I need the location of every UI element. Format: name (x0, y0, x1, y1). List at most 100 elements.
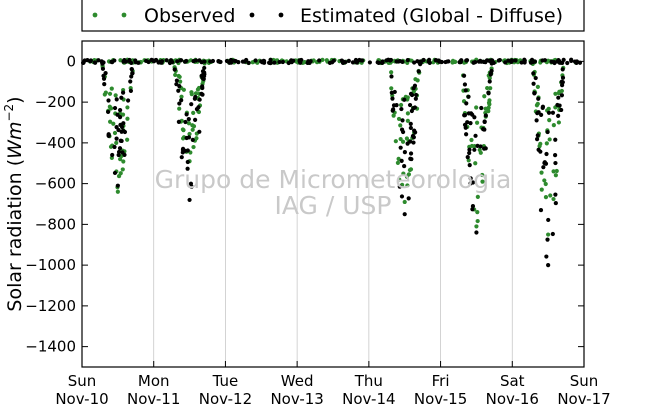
x-tick-label-date: Nov-11 (127, 390, 180, 408)
data-point-estimated (470, 207, 475, 212)
data-point-observed (190, 123, 195, 128)
data-point-estimated (115, 183, 120, 188)
data-point-estimated (179, 98, 184, 103)
data-point-estimated (486, 91, 491, 96)
data-point-observed (453, 59, 458, 64)
data-point-estimated (280, 59, 285, 65)
data-point-estimated (479, 105, 484, 111)
data-point-estimated (376, 60, 381, 66)
data-point-estimated (531, 81, 536, 86)
data-point-observed (389, 86, 394, 91)
data-point-estimated (412, 60, 417, 65)
data-point-observed (548, 193, 553, 198)
data-point-estimated (540, 104, 546, 109)
x-tick-label-day: Tue (212, 372, 239, 390)
legend-observed-marker (121, 12, 127, 18)
data-point-estimated (164, 58, 169, 63)
data-point-estimated (533, 75, 538, 81)
data-point-observed (411, 89, 416, 94)
data-point-estimated (367, 60, 372, 65)
data-point-estimated (128, 88, 134, 93)
data-point-estimated (197, 97, 202, 102)
data-point-observed (543, 195, 549, 200)
data-point-observed (400, 139, 406, 144)
data-point-estimated (559, 79, 564, 84)
data-point-estimated (176, 119, 181, 124)
data-point-observed (485, 85, 490, 91)
data-point-estimated (93, 60, 98, 65)
data-point-estimated (388, 57, 394, 63)
data-point-estimated (561, 57, 566, 63)
data-point-estimated (187, 197, 192, 203)
x-tick-label-day: Thu (354, 372, 383, 390)
data-point-estimated (474, 230, 479, 235)
watermark-line-1: Grupo de Micrometeorologia (155, 165, 512, 194)
data-point-estimated (556, 95, 561, 100)
data-point-observed (407, 167, 413, 173)
data-point-estimated (144, 58, 149, 63)
data-point-estimated (464, 101, 469, 106)
data-point-estimated (176, 88, 181, 93)
data-point-observed (395, 160, 401, 165)
data-point-estimated (534, 137, 540, 142)
data-point-estimated (411, 86, 416, 91)
x-tick-label-date: Nov-10 (55, 390, 108, 408)
data-point-observed (108, 119, 113, 124)
data-point-estimated (118, 107, 123, 113)
data-point-observed (178, 79, 183, 84)
data-point-estimated (179, 58, 184, 63)
data-point-estimated (110, 60, 115, 65)
data-point-estimated (482, 127, 487, 132)
data-point-estimated (535, 133, 540, 138)
data-point-estimated (559, 93, 565, 98)
data-point-estimated (408, 139, 413, 144)
data-point-estimated (399, 106, 404, 112)
data-point-estimated (555, 102, 560, 108)
data-point-estimated (546, 263, 551, 268)
data-point-estimated (546, 110, 552, 115)
data-point-observed (406, 172, 412, 177)
data-point-observed (405, 111, 410, 116)
data-point-estimated (550, 110, 556, 115)
data-point-estimated (488, 72, 493, 77)
data-point-estimated (189, 184, 194, 189)
data-point-estimated (408, 125, 413, 131)
data-point-observed (475, 194, 480, 199)
data-point-observed (535, 84, 540, 89)
data-point-estimated (482, 119, 487, 125)
data-point-estimated (100, 66, 106, 71)
data-point-estimated (479, 59, 484, 64)
data-point-estimated (560, 83, 565, 88)
data-point-estimated (116, 152, 121, 158)
data-point-observed (482, 94, 487, 99)
data-point-estimated (121, 121, 126, 126)
data-point-observed (539, 170, 544, 175)
data-point-estimated (242, 59, 247, 64)
data-point-estimated (116, 127, 121, 133)
data-point-estimated (350, 60, 356, 65)
data-point-estimated (464, 132, 469, 137)
data-point-estimated (228, 57, 234, 63)
data-point-observed (542, 178, 547, 183)
data-point-estimated (389, 74, 394, 79)
data-point-estimated (483, 60, 488, 65)
data-point-observed (193, 91, 199, 96)
data-point-estimated (119, 95, 124, 100)
data-point-observed (554, 168, 559, 174)
x-tick-label-date: Nov-17 (557, 390, 610, 408)
data-point-estimated (114, 136, 119, 141)
data-point-estimated (96, 58, 101, 63)
data-point-observed (398, 102, 404, 108)
x-tick-label-day: Wed (281, 372, 314, 390)
data-point-estimated (522, 57, 527, 62)
data-point-observed (393, 139, 398, 144)
x-tick-label-day: Fri (432, 372, 450, 390)
gridlines (153, 41, 513, 367)
data-point-estimated (478, 144, 483, 149)
y-tick-label: −1000 (25, 256, 76, 274)
data-point-estimated (559, 107, 564, 113)
data-point-estimated (202, 65, 207, 71)
data-point-estimated (112, 105, 118, 111)
data-point-estimated (462, 122, 468, 128)
data-point-observed (404, 136, 410, 141)
